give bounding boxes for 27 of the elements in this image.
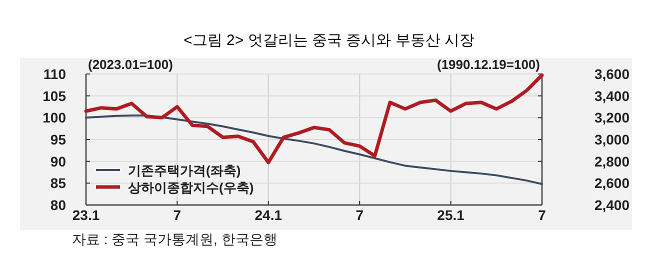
- y-tick-label: 100: [42, 110, 66, 126]
- y-axis-title: (2023.01=100): [88, 57, 173, 72]
- y2-tick-label: 2,600: [594, 175, 630, 192]
- y-tick-label: 95: [50, 132, 66, 148]
- y-tick-label: 80: [50, 197, 66, 213]
- y-tick-label: 90: [50, 153, 66, 170]
- y2-tick-label: 2,400: [594, 197, 630, 213]
- chart-title: <그림 2> 엇갈리는 중국 증시와 부동산 시장: [184, 32, 474, 49]
- y-tick-label: 110: [43, 66, 66, 82]
- y2-tick-label: 2,800: [594, 153, 630, 170]
- legend-label: 기존주택가격(좌축): [128, 163, 241, 178]
- x-tick-label: 7: [356, 207, 364, 223]
- y2-tick-label: 3,600: [594, 66, 630, 82]
- text: 자료 : 중국 국가통계원, 한국은행: [72, 231, 278, 247]
- x-tick-label: 25.1: [437, 207, 465, 223]
- y-tick-label: 105: [42, 88, 66, 104]
- line-series: [84, 73, 544, 164]
- x-tick-label: 23.1: [72, 207, 100, 223]
- y-tick-label: 85: [50, 175, 66, 192]
- y2-tick-label: 3,200: [594, 110, 630, 126]
- y2-tick-label: 3,400: [594, 88, 630, 104]
- x-tick-label: 7: [538, 207, 546, 223]
- legend-label: 상하이종합지수(우축): [128, 180, 254, 195]
- y2-axis-title: (1990.12.19=100): [436, 57, 540, 72]
- x-tick-label: 7: [173, 207, 182, 223]
- y2-tick-label: 3,000: [594, 132, 630, 148]
- x-tick-label: 24.1: [254, 207, 282, 223]
